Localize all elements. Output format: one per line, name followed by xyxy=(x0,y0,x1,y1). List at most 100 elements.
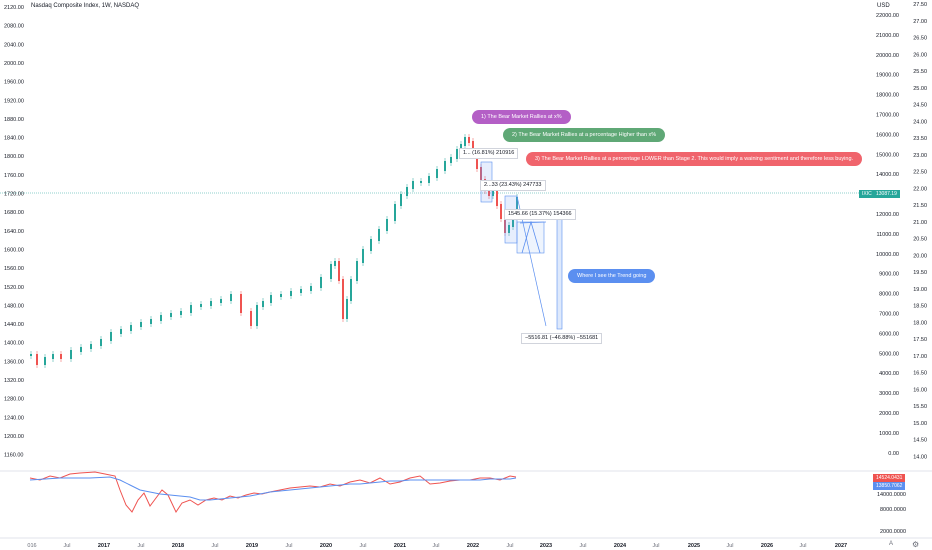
auto-scale-button[interactable]: A xyxy=(889,541,894,547)
candle-body xyxy=(200,304,202,307)
candle-body xyxy=(170,313,172,317)
left-axis-tick: 1280.00 xyxy=(4,397,24,403)
mid-axis-tick: 14000.00 xyxy=(876,172,899,178)
candle-body xyxy=(180,311,182,315)
price-badge-symbol: IXIC xyxy=(859,190,875,198)
right-axis-tick: 18.00 xyxy=(913,320,927,326)
callout-trend[interactable]: Where I see the Trend going xyxy=(568,269,656,283)
candle-body xyxy=(190,305,192,313)
left-axis-tick: 1720.00 xyxy=(4,192,24,198)
left-axis-tick: 1240.00 xyxy=(4,415,24,421)
mid-axis-tick: 21000.00 xyxy=(876,33,899,39)
left-axis-tick: 1920.00 xyxy=(4,98,24,104)
mid-axis-tick: 2000.00 xyxy=(879,411,899,417)
candle-body xyxy=(52,354,54,359)
right-axis-tick: 15.00 xyxy=(913,421,927,427)
candle-body xyxy=(444,161,446,171)
candle-body xyxy=(100,339,102,346)
time-axis-tick: 2026 xyxy=(761,543,773,549)
candle-body xyxy=(256,305,258,326)
time-axis-tick: 2025 xyxy=(688,543,700,549)
left-axis-tick: 2000.00 xyxy=(4,61,24,67)
right-axis-tick: 21.50 xyxy=(913,203,927,209)
lower-pane-axis[interactable]: 14000.0000 8000.0000 2000.0000 xyxy=(877,492,906,535)
lower-axis-tick: 14000.0000 xyxy=(877,492,906,498)
mid-axis-tick: 15000.00 xyxy=(876,152,899,158)
right-axis-tick: 25.50 xyxy=(913,69,927,75)
measure-label-4: −5516.81 (−46.88%) −551681 xyxy=(521,333,603,344)
time-axis-tick: 2017 xyxy=(98,543,110,549)
right-axis-tick: 24.50 xyxy=(913,103,927,109)
candle-body xyxy=(250,311,252,326)
mid-axis-tick: 11000.00 xyxy=(876,232,899,238)
candle-body xyxy=(512,214,514,227)
candle-body xyxy=(460,144,462,151)
left-axis-tick: 1960.00 xyxy=(4,80,24,86)
projection-box-2[interactable] xyxy=(556,218,563,330)
candle-body xyxy=(338,261,340,281)
mid-axis-tick: 5000.00 xyxy=(879,351,899,357)
gear-icon[interactable]: ⚙ xyxy=(912,540,920,549)
candle-body xyxy=(270,295,272,303)
projection-box-1[interactable] xyxy=(516,221,545,254)
measure-label-3: 1545.66 (15.37%) 154366 xyxy=(504,209,576,220)
time-axis-tick: 2027 xyxy=(835,543,847,549)
candle-body xyxy=(370,239,372,251)
candle-body xyxy=(464,137,466,146)
right-axis-tick: 25.00 xyxy=(913,86,927,92)
mid-axis-tick: 7000.00 xyxy=(879,312,899,318)
candle-body xyxy=(436,169,438,178)
mid-axis-tick: 8000.00 xyxy=(879,292,899,298)
currency-label: USD xyxy=(877,3,890,9)
mid-axis-tick: 1000.00 xyxy=(879,431,899,437)
time-axis-tick: 2019 xyxy=(246,543,258,549)
candle-body xyxy=(428,176,430,183)
time-axis-tick: Jul xyxy=(63,543,70,549)
left-axis-tick: 1560.00 xyxy=(4,266,24,272)
left-axis-tick: 1520.00 xyxy=(4,285,24,291)
right-axis-tick: 27.00 xyxy=(913,19,927,25)
right-price-axis[interactable]: 22000.00 21000.00 20000.00 19000.00 18000.00… xyxy=(876,13,899,457)
time-axis-tick: 2022 xyxy=(467,543,479,549)
left-axis-tick: 1200.00 xyxy=(4,434,24,440)
lower-axis-tick: 8000.0000 xyxy=(880,507,906,513)
left-axis-tick: 1640.00 xyxy=(4,229,24,235)
time-axis-tick: Jul xyxy=(506,543,513,549)
left-axis-tick: 1440.00 xyxy=(4,322,24,328)
time-axis[interactable]: 016 Jul 2017 Jul 2018 Jul 2019 Jul 2020 Jul 2021 Ju… xyxy=(27,543,847,549)
candle-body xyxy=(220,299,222,303)
mid-axis-tick: 9000.00 xyxy=(879,272,899,278)
left-price-axis[interactable]: 2120.00 2080.00 2040.00 2000.00 1960.00 1920.… xyxy=(4,5,24,459)
callout-stage3[interactable]: 3) The Bear Market Rallies at a percenta… xyxy=(526,152,863,166)
candle-body xyxy=(394,204,396,221)
left-axis-tick: 1880.00 xyxy=(4,117,24,123)
projection-path xyxy=(521,220,541,254)
right-axis-tick: 22.00 xyxy=(913,186,927,192)
mid-axis-tick: 4000.00 xyxy=(879,371,899,377)
candle-body xyxy=(110,332,112,341)
right-axis-tick: 17.50 xyxy=(913,337,927,343)
candle-body xyxy=(120,329,122,334)
right-axis-tick: 16.00 xyxy=(913,387,927,393)
mid-axis-tick: 17000.00 xyxy=(876,113,899,119)
candle-body xyxy=(30,354,32,356)
candle-body xyxy=(334,261,336,266)
time-axis-tick: 2023 xyxy=(540,543,552,549)
right-axis-tick: 21.00 xyxy=(913,220,927,226)
mid-axis-tick: 16000.00 xyxy=(876,132,899,138)
mid-axis-tick: 18000.00 xyxy=(876,93,899,99)
left-axis-tick: 1320.00 xyxy=(4,378,24,384)
candle-body xyxy=(300,289,302,293)
second-right-axis[interactable]: 27.50 27.00 26.50 26.00 25.50 25.00 24.50 24.00… xyxy=(913,2,927,460)
mid-axis-tick: 12000.00 xyxy=(876,212,899,218)
lower-blue-line xyxy=(29,476,517,501)
left-axis-tick: 1680.00 xyxy=(4,210,24,216)
right-axis-tick: 16.50 xyxy=(913,371,927,377)
callout-stage1[interactable]: 1) The Bear Market Rallies at x% xyxy=(472,110,571,124)
candle-body xyxy=(330,264,332,279)
candle-body xyxy=(386,219,388,231)
time-axis-tick: Jul xyxy=(579,543,586,549)
callout-stage2[interactable]: 2) The Bear Market Rallies at a percenta… xyxy=(503,128,666,142)
time-axis-tick: Jul xyxy=(799,543,806,549)
